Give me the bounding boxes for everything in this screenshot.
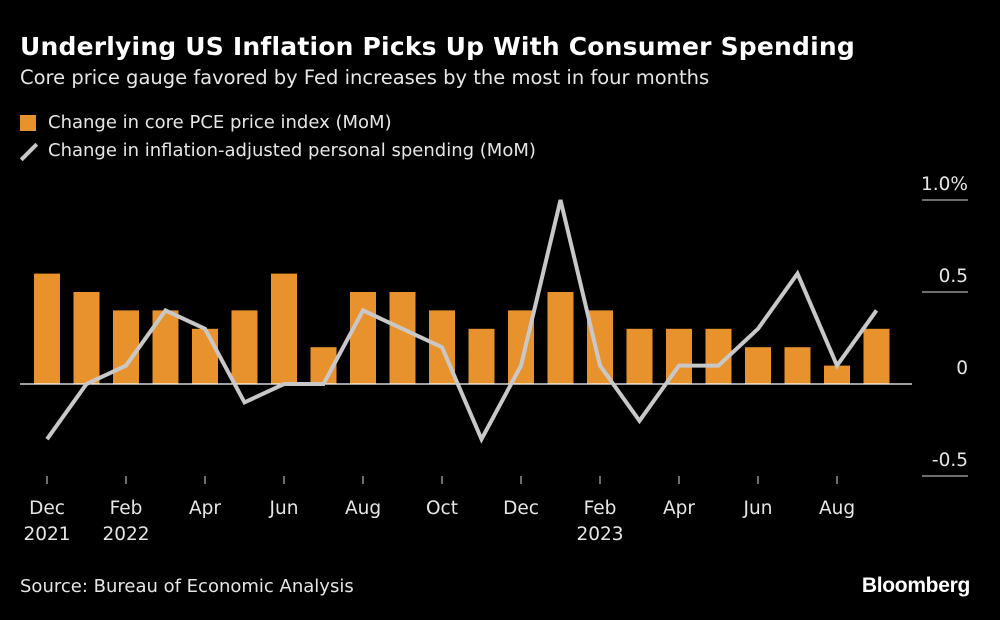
y-tick-label: 1.0% [921, 174, 968, 195]
bar-core-pce [824, 365, 850, 384]
x-tick-label: Apr [663, 498, 695, 519]
source-note: Source: Bureau of Economic Analysis [20, 576, 354, 597]
x-tick-year-label: 2021 [23, 524, 70, 545]
bar-core-pce [350, 292, 376, 384]
bar-core-pce [389, 292, 416, 384]
x-tick-label: Dec [503, 498, 539, 519]
x-tick-label: Aug [345, 498, 381, 519]
y-tick-label: 0 [956, 358, 968, 379]
x-tick-label: Jun [269, 498, 299, 519]
chart-subtitle: Core price gauge favored by Fed increase… [20, 66, 710, 89]
bar-core-pce [113, 310, 139, 384]
x-tick-year-label: 2023 [576, 524, 623, 545]
bar-core-pce [192, 328, 218, 384]
bar-core-pce [626, 328, 653, 384]
x-tick-year-label: 2022 [102, 524, 149, 545]
chart-title: Underlying US Inflation Picks Up With Co… [20, 32, 855, 61]
y-tick-label: 0.5 [939, 266, 968, 287]
bar-core-pce [547, 292, 574, 384]
bar-core-pce [231, 310, 258, 384]
x-tick-label: Aug [819, 498, 855, 519]
bar-core-pce [271, 273, 297, 384]
legend-bar-swatch [20, 114, 36, 131]
legend-label: Change in core PCE price index (MoM) [48, 112, 392, 133]
legend-label: Change in inflation-adjusted personal sp… [48, 140, 536, 161]
x-tick-label: Feb [110, 498, 143, 519]
bar-core-pce [863, 328, 890, 384]
legend-item-core-pce: Change in core PCE price index (MoM) [20, 112, 392, 133]
bar-core-pce [745, 347, 771, 384]
x-tick-label: Apr [189, 498, 221, 519]
x-tick-label: Oct [426, 498, 458, 519]
x-tick-label: Jun [743, 498, 773, 519]
bloomberg-logo: Bloomberg [861, 574, 970, 597]
bar-core-pce [34, 273, 60, 384]
bar-core-pce [468, 328, 495, 384]
x-tick-label: Dec [29, 498, 65, 519]
x-tick-label: Feb [584, 498, 617, 519]
legend-item-spending: Change in inflation-adjusted personal sp… [20, 140, 536, 161]
bar-core-pce [784, 347, 811, 384]
line-personal-spending [45, 199, 879, 444]
y-tick-label: -0.5 [932, 450, 968, 471]
bar-core-pce [73, 292, 100, 384]
